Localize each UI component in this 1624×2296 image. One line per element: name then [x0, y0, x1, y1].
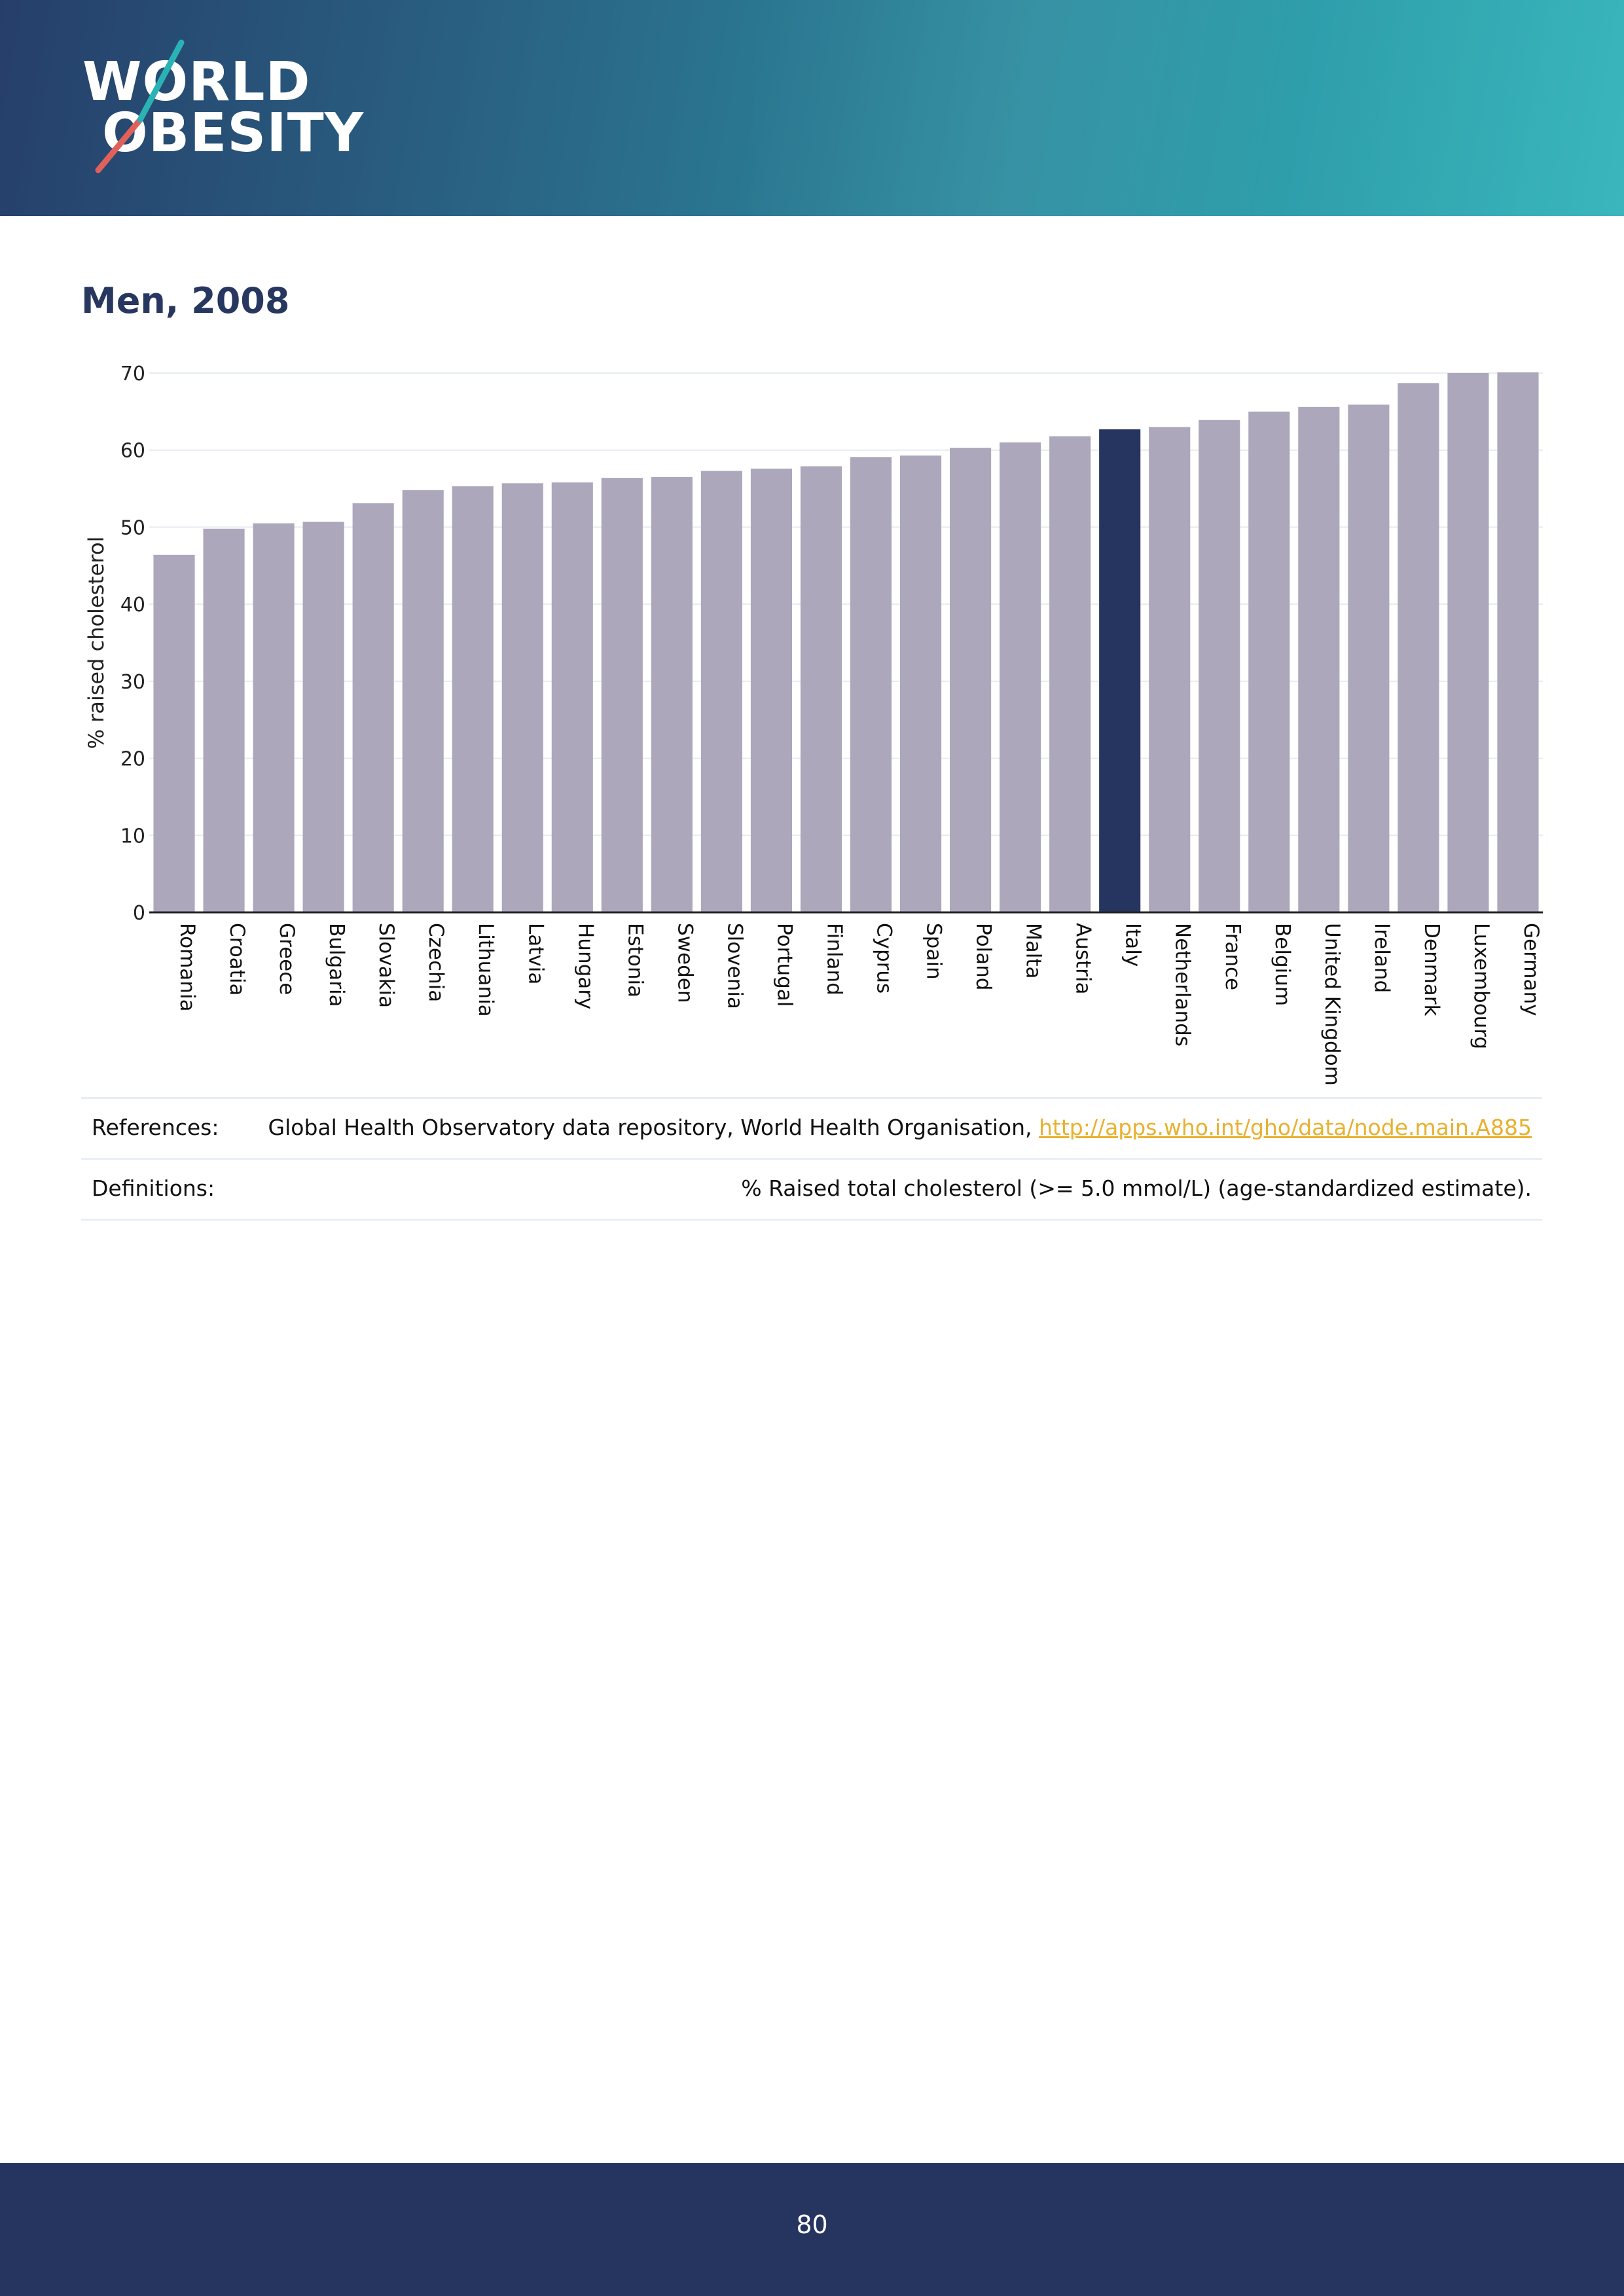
x-tick-label: Hungary — [573, 923, 597, 1009]
logo-word-world: WORLD — [82, 51, 311, 113]
bar-germany — [1497, 372, 1539, 912]
x-tick-label: United Kingdom — [1320, 923, 1344, 1086]
bar-romania — [153, 554, 195, 912]
chart-title: Men, 2008 — [81, 280, 290, 321]
page-number: 80 — [796, 2210, 828, 2239]
definitions-label: Definitions: — [92, 1175, 215, 1201]
bar-estonia — [601, 478, 643, 912]
definitions-value: % Raised total cholesterol (>= 5.0 mmol/… — [741, 1175, 1532, 1201]
y-axis-title: % raised cholesterol — [84, 537, 109, 749]
bar-greece — [253, 523, 295, 912]
header-banner: WORLD OBESITY — [0, 0, 1624, 216]
bar-ireland — [1348, 404, 1390, 912]
bar-luxembourg — [1447, 373, 1489, 912]
x-tick-label: Sweden — [673, 923, 696, 1003]
bar-italy — [1099, 429, 1141, 912]
bar-lithuania — [452, 486, 494, 912]
bar-france — [1199, 420, 1240, 912]
y-tick-label: 30 — [120, 671, 145, 694]
bar-portugal — [750, 468, 793, 912]
x-tick-label: Lithuania — [474, 923, 497, 1017]
x-tick-label: Belgium — [1271, 923, 1294, 1006]
x-tick-label: Luxembourg — [1470, 923, 1493, 1049]
bar-hungary — [551, 482, 593, 912]
x-tick-label: Czechia — [424, 923, 448, 1002]
x-tick-label: Denmark — [1420, 923, 1443, 1016]
footer-bar: 80 — [0, 2163, 1624, 2296]
x-tick-label: Romania — [175, 923, 199, 1012]
references-label: References: — [92, 1115, 219, 1140]
info-table: References: Global Health Observatory da… — [81, 1097, 1542, 1221]
x-tick-label: Germany — [1519, 923, 1543, 1016]
x-tick-label: Greece — [275, 923, 298, 995]
bar-czechia — [402, 490, 444, 912]
y-tick-label: 60 — [120, 440, 145, 463]
y-tick-label: 20 — [120, 748, 145, 771]
x-tick-label: Bulgaria — [325, 923, 348, 1007]
bar-bulgaria — [302, 522, 344, 912]
bar-slovakia — [352, 503, 394, 912]
bar-belgium — [1248, 411, 1290, 912]
bar-poland — [950, 448, 992, 912]
logo-slash-icon — [95, 39, 185, 173]
x-tick-label: Spain — [922, 923, 946, 980]
x-tick-label: Ireland — [1370, 923, 1394, 993]
x-tick-label: Austria — [1072, 923, 1095, 995]
x-tick-label: Malta — [1022, 923, 1045, 979]
bar-croatia — [203, 528, 245, 912]
y-tick-label: 0 — [133, 902, 145, 925]
x-tick-label: Italy — [1121, 923, 1145, 967]
bar-sweden — [651, 476, 693, 912]
world-obesity-logo: WORLD OBESITY — [79, 36, 363, 180]
bar-chart: 0 10 20 30 40 50 60 70 % raised cholesterol Roman… — [84, 363, 1543, 1086]
bar-malta — [1000, 442, 1041, 912]
references-row: References: Global Health Observatory da… — [81, 1097, 1542, 1158]
references-text: Global Health Observatory data repositor… — [268, 1115, 1039, 1140]
bar-netherlands — [1149, 427, 1191, 912]
bar-spain — [899, 455, 942, 912]
bar-finland — [800, 466, 842, 912]
header-sheen — [753, 0, 1624, 216]
x-tick-label: Slovakia — [374, 923, 398, 1008]
x-tick-label: Cyprus — [873, 923, 896, 994]
x-tick-label: Poland — [972, 923, 996, 991]
y-tick-label: 70 — [120, 363, 145, 386]
x-tick-label: Portugal — [772, 923, 796, 1007]
bar-united-kingdom — [1298, 406, 1340, 912]
y-tick-label: 50 — [120, 516, 145, 539]
x-tick-label: Netherlands — [1171, 923, 1195, 1047]
bar-latvia — [501, 483, 543, 912]
x-tick-label: Croatia — [225, 923, 249, 996]
references-value: Global Health Observatory data repositor… — [268, 1115, 1532, 1140]
y-tick-label: 40 — [120, 594, 145, 617]
references-link[interactable]: http://apps.who.int/gho/data/node.main.A… — [1038, 1115, 1532, 1140]
bar-slovenia — [700, 471, 742, 912]
x-tick-label: France — [1221, 923, 1244, 990]
x-tick-label: Slovenia — [723, 923, 746, 1009]
bar-austria — [1049, 436, 1091, 912]
x-tick-label: Finland — [822, 923, 846, 996]
definitions-row: Definitions: % Raised total cholesterol … — [81, 1158, 1542, 1221]
x-tick-label: Latvia — [524, 923, 547, 984]
bar-denmark — [1398, 383, 1439, 912]
x-tick-label: Estonia — [623, 923, 647, 997]
bar-cyprus — [850, 457, 892, 912]
y-tick-label: 10 — [120, 825, 145, 848]
